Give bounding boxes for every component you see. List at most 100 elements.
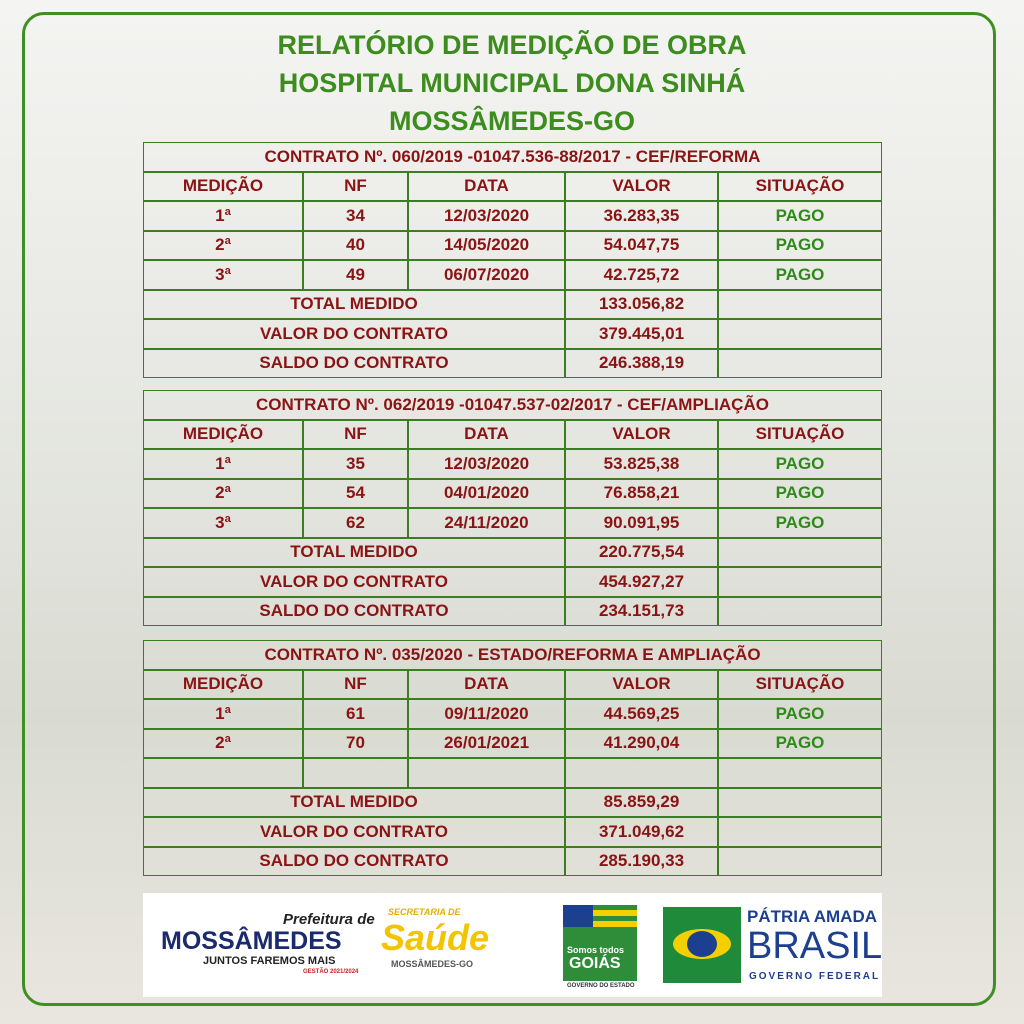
column-header: NF — [303, 419, 408, 449]
total-value: 85.859,29 — [565, 787, 718, 817]
logo-text: PÁTRIA AMADA — [747, 907, 878, 926]
empty-cell — [718, 289, 882, 319]
table-cell: 1ª — [143, 201, 303, 231]
table-cell: 12/03/2020 — [408, 449, 565, 479]
empty-cell — [143, 758, 303, 788]
column-header: SITUAÇÃO — [718, 669, 882, 699]
logo-text: MOSSÂMEDES-GO — [391, 959, 474, 969]
logo-text: GOIÁS — [569, 955, 621, 972]
table-cell: 04/01/2020 — [408, 478, 565, 508]
logo-text: SECRETARIA DE — [388, 907, 461, 917]
total-label: SALDO DO CONTRATO — [143, 596, 565, 626]
total-label: VALOR DO CONTRATO — [143, 817, 565, 847]
table-cell: 06/07/2020 — [408, 260, 565, 290]
table-cell: 2ª — [143, 230, 303, 260]
empty-cell — [718, 758, 882, 788]
table-cell: PAGO — [718, 230, 882, 260]
table-cell: 14/05/2020 — [408, 230, 565, 260]
empty-cell — [718, 596, 882, 626]
total-label: VALOR DO CONTRATO — [143, 567, 565, 597]
table-cell: PAGO — [718, 449, 882, 479]
table-cell: PAGO — [718, 478, 882, 508]
column-header: VALOR — [565, 669, 718, 699]
table-cell: 44.569,25 — [565, 699, 718, 729]
total-label: TOTAL MEDIDO — [143, 537, 565, 567]
table-cell: 26/01/2021 — [408, 728, 565, 758]
table-cell: 70 — [303, 728, 408, 758]
table-cell: 2ª — [143, 478, 303, 508]
column-header: DATA — [408, 419, 565, 449]
table-cell: 1ª — [143, 449, 303, 479]
table-cell: 54.047,75 — [565, 230, 718, 260]
column-header: VALOR — [565, 419, 718, 449]
contract-header: CONTRATO Nº. 035/2020 - ESTADO/REFORMA E… — [143, 640, 882, 670]
empty-cell — [718, 817, 882, 847]
logo-text: MOSSÂMEDES — [161, 927, 342, 955]
table-cell: 90.091,95 — [565, 508, 718, 538]
table-cell: 53.825,38 — [565, 449, 718, 479]
total-label: TOTAL MEDIDO — [143, 787, 565, 817]
title: RELATÓRIO DE MEDIÇÃO DE OBRA — [277, 30, 747, 60]
table-cell: 1ª — [143, 699, 303, 729]
total-value: 379.445,01 — [565, 319, 718, 349]
table-cell: 35 — [303, 449, 408, 479]
table-cell: 49 — [303, 260, 408, 290]
logos: Prefeitura de MOSSÂMEDES JUNTOS FAREMOS … — [143, 893, 882, 997]
table-cell: 3ª — [143, 260, 303, 290]
empty-cell — [565, 758, 718, 788]
table-cell: 24/11/2020 — [408, 508, 565, 538]
contract-header: CONTRATO Nº. 060/2019 -01047.536-88/2017… — [143, 142, 882, 172]
column-header: MEDIÇÃO — [143, 419, 303, 449]
total-label: SALDO DO CONTRATO — [143, 348, 565, 378]
table-cell: 2ª — [143, 728, 303, 758]
brasil-flag — [663, 907, 741, 983]
total-value: 220.775,54 — [565, 537, 718, 567]
logo-text: JUNTOS FAREMOS MAIS — [203, 955, 336, 967]
table-cell: 34 — [303, 201, 408, 231]
table-cell: PAGO — [718, 201, 882, 231]
total-label: SALDO DO CONTRATO — [143, 846, 565, 876]
table-cell: PAGO — [718, 260, 882, 290]
table-cell: 61 — [303, 699, 408, 729]
table-cell: 62 — [303, 508, 408, 538]
empty-cell — [718, 846, 882, 876]
column-header: DATA — [408, 669, 565, 699]
frame — [22, 12, 996, 1006]
table-cell: 42.725,72 — [565, 260, 718, 290]
table-cell: 3ª — [143, 508, 303, 538]
empty-cell — [718, 787, 882, 817]
logo-text: Somos todos — [567, 945, 625, 955]
empty-cell — [718, 348, 882, 378]
empty-cell — [718, 537, 882, 567]
empty-cell — [303, 758, 408, 788]
empty-cell — [408, 758, 565, 788]
table-cell: 76.858,21 — [565, 478, 718, 508]
table-cell: PAGO — [718, 728, 882, 758]
total-label: TOTAL MEDIDO — [143, 289, 565, 319]
logo-text: Prefeitura de — [283, 911, 375, 928]
column-header: VALOR — [565, 171, 718, 201]
column-header: SITUAÇÃO — [718, 171, 882, 201]
table-cell: 54 — [303, 478, 408, 508]
total-value: 371.049,62 — [565, 817, 718, 847]
column-header: SITUAÇÃO — [718, 419, 882, 449]
column-header: NF — [303, 669, 408, 699]
logo-text: GOVERNO FEDERAL — [749, 971, 881, 982]
total-value: 234.151,73 — [565, 596, 718, 626]
table-cell: PAGO — [718, 699, 882, 729]
table-cell: 41.290,04 — [565, 728, 718, 758]
logo-text: Saúde — [381, 917, 490, 958]
table-cell: 36.283,35 — [565, 201, 718, 231]
logo-text: GOVERNO DO ESTADO — [567, 983, 635, 989]
title: HOSPITAL MUNICIPAL DONA SINHÁ — [278, 68, 746, 98]
total-value: 285.190,33 — [565, 846, 718, 876]
contract-header: CONTRATO Nº. 062/2019 -01047.537-02/2017… — [143, 390, 882, 420]
column-header: MEDIÇÃO — [143, 669, 303, 699]
logo-text: BRASIL — [747, 925, 883, 967]
goias-flag — [563, 905, 637, 981]
total-label: VALOR DO CONTRATO — [143, 319, 565, 349]
total-value: 246.388,19 — [565, 348, 718, 378]
table-cell: 09/11/2020 — [408, 699, 565, 729]
table-cell: PAGO — [718, 508, 882, 538]
